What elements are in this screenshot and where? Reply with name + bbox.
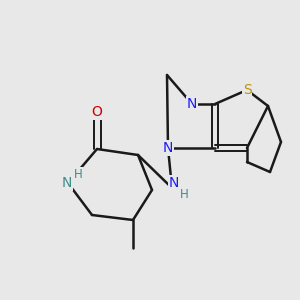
Text: H: H — [74, 167, 82, 181]
Text: O: O — [92, 105, 102, 119]
Text: N: N — [187, 97, 197, 111]
Text: H: H — [180, 188, 188, 200]
Text: N: N — [163, 141, 173, 155]
Text: S: S — [243, 83, 251, 97]
Text: N: N — [169, 176, 179, 190]
Text: N: N — [62, 176, 72, 190]
